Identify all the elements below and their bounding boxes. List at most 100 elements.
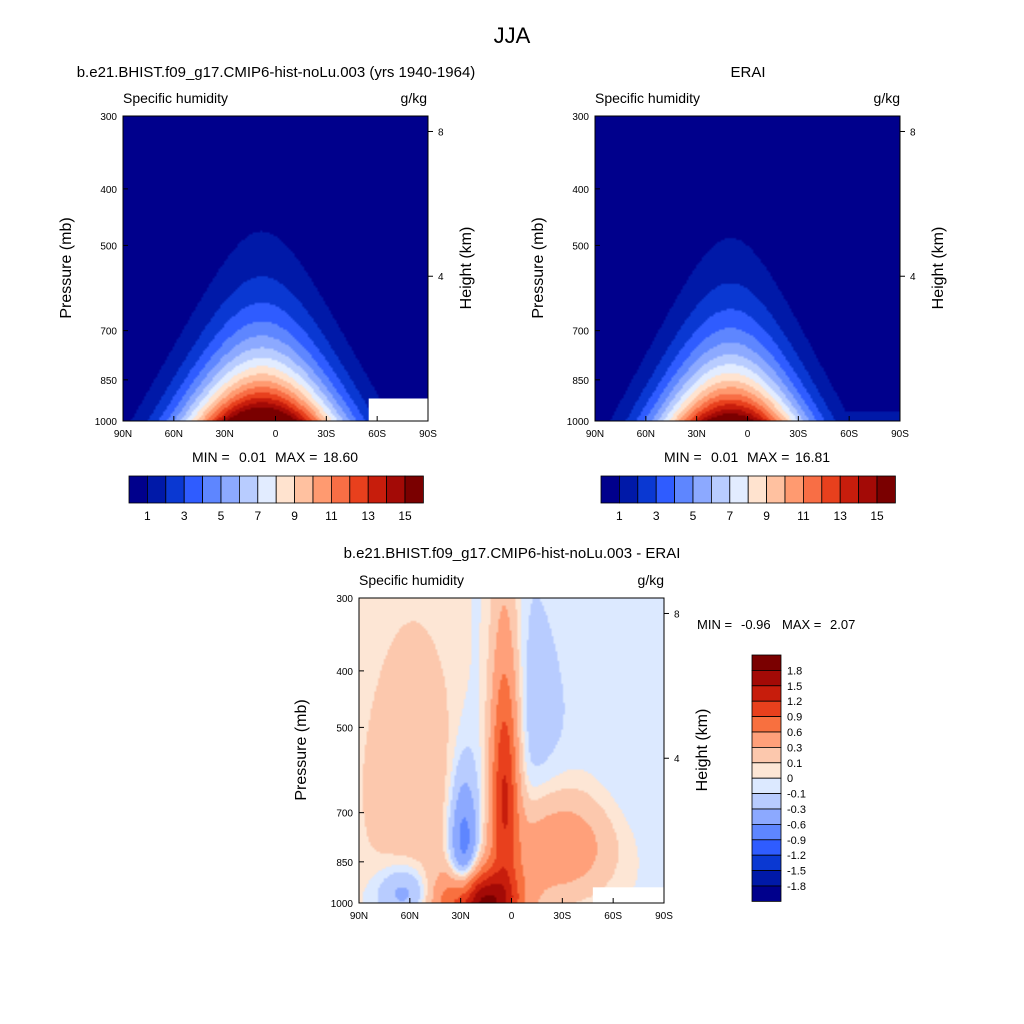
colorbar-label: 15: [398, 509, 412, 523]
y2-axis-title: Height (km): [694, 709, 711, 792]
stats-max-label: MAX =: [275, 449, 317, 465]
colorbar-label: 15: [870, 509, 884, 523]
missing-topography: [592, 887, 664, 903]
colorbar-box: [128, 475, 148, 504]
x-tick-label: 30N: [215, 429, 233, 440]
colorbar-label: 1: [144, 509, 151, 523]
variable-label: Specific humidity: [595, 90, 700, 106]
colorbar-label: 7: [726, 509, 733, 523]
y-tick-label: 300: [336, 594, 353, 605]
variable-label: Specific humidity: [123, 90, 228, 106]
stats-max-value: 16.81: [795, 449, 830, 465]
colorbar-label: 0.6: [787, 727, 802, 739]
colorbar-label: 5: [690, 509, 697, 523]
colorbar-label: 1.5: [787, 681, 802, 693]
y2-axis-title: Height (km): [930, 227, 947, 310]
colorbar-box: [220, 475, 240, 504]
colorbar-label: 3: [653, 509, 660, 523]
panel-title: ERAI: [730, 64, 765, 81]
y-axis: 300 400 500 700 850 1000: [331, 594, 364, 910]
x-tick-label: 30S: [553, 911, 571, 922]
y2-axis: 84: [664, 609, 680, 765]
colorbar-label: 3: [181, 509, 188, 523]
colorbar-box: [165, 475, 185, 504]
colorbar-box: [751, 854, 782, 872]
colorbar-box: [751, 716, 782, 733]
x-tick-label: 90S: [419, 429, 437, 440]
colorbar-label: -1.2: [787, 850, 806, 862]
colorbar-label: -0.3: [787, 804, 806, 816]
x-axis: 90N 60N 30N 0 30S 60S 90S: [350, 898, 673, 922]
colorbar-label: -0.1: [787, 789, 806, 801]
colorbar-box: [821, 475, 841, 504]
y-tick-label: 300: [100, 112, 117, 123]
y-tick-label: 500: [100, 241, 117, 252]
x-tick-label: 30N: [451, 911, 469, 922]
colorbar-box: [294, 475, 314, 504]
y-axis: 300 400 500 700 850 1000: [567, 112, 600, 428]
stats-max-label: MAX =: [782, 617, 821, 632]
y2-tick-label: 8: [910, 127, 916, 138]
y-axis-title: Pressure (mb): [58, 217, 75, 318]
colorbar-box: [238, 475, 259, 504]
colorbar-box: [751, 731, 782, 748]
panel-title: b.e21.BHIST.f09_g17.CMIP6-hist-noLu.003 …: [344, 545, 681, 562]
y2-tick-label: 8: [438, 127, 444, 138]
colorbar-label: 13: [362, 509, 376, 523]
y-tick-label: 850: [336, 858, 353, 869]
colorbar-label: 0.9: [787, 712, 802, 724]
colorbar-label: 5: [218, 509, 225, 523]
colorbar-label: 0.3: [787, 742, 802, 754]
colorbar-box: [751, 885, 782, 902]
x-tick-label: 0: [273, 429, 279, 440]
colorbar-box: [257, 475, 277, 504]
units-label: g/kg: [874, 90, 900, 106]
x-tick-label: 60S: [840, 429, 858, 440]
heatmap-field: [595, 116, 900, 421]
colorbar-box: [404, 475, 424, 504]
colorbar-label: -1.5: [787, 866, 806, 878]
colorbar-box: [146, 475, 167, 504]
y-tick-label: 700: [100, 327, 117, 338]
colorbar-box: [600, 475, 620, 504]
x-tick-label: 30S: [317, 429, 335, 440]
panel-erai: ERAI Specific humidity g/kg 90N 60N 30N 0 30…: [530, 64, 947, 523]
x-tick-label: 60N: [401, 911, 419, 922]
colorbar-label: 11: [325, 509, 338, 523]
y-tick-label: 400: [100, 185, 117, 196]
colorbar-box: [367, 475, 388, 504]
colorbar-box: [275, 475, 296, 504]
colorbar-label: 0.1: [787, 758, 802, 770]
y-tick-label: 500: [336, 723, 353, 734]
x-tick-label: 30N: [687, 429, 705, 440]
x-tick-label: 60N: [637, 429, 655, 440]
y2-axis-title: Height (km): [458, 227, 475, 310]
colorbar-box: [751, 808, 782, 825]
y-axis: 300 400 500 700 850 1000: [95, 112, 128, 428]
stats-max-label: MAX =: [747, 449, 789, 465]
colorbar-label: -1.8: [787, 881, 806, 893]
colorbar-box: [711, 475, 731, 504]
colorbar-box: [766, 475, 786, 504]
stats-min-value: 0.01: [711, 449, 738, 465]
stats-max-value: 18.60: [323, 449, 358, 465]
x-tick-label: 90N: [114, 429, 132, 440]
colorbar-label: 1: [616, 509, 623, 523]
colorbar-box: [751, 870, 782, 887]
y-tick-label: 500: [572, 241, 589, 252]
x-tick-label: 90S: [891, 429, 909, 440]
units-label: g/kg: [401, 90, 427, 106]
heatmap-field: [123, 116, 428, 421]
colorbar-box: [751, 700, 782, 718]
colorbar-box: [876, 475, 896, 504]
y-axis-title: Pressure (mb): [530, 217, 547, 318]
stats-min-value: 0.01: [239, 449, 266, 465]
stats-min-value: -0.96: [741, 617, 771, 632]
x-tick-label: 60S: [604, 911, 622, 922]
colorbar-label: 11: [797, 509, 810, 523]
x-tick-label: 90S: [655, 911, 673, 922]
y-tick-label: 1000: [95, 417, 118, 428]
y2-axis: 84: [900, 127, 916, 283]
colorbar-label: 7: [254, 509, 261, 523]
